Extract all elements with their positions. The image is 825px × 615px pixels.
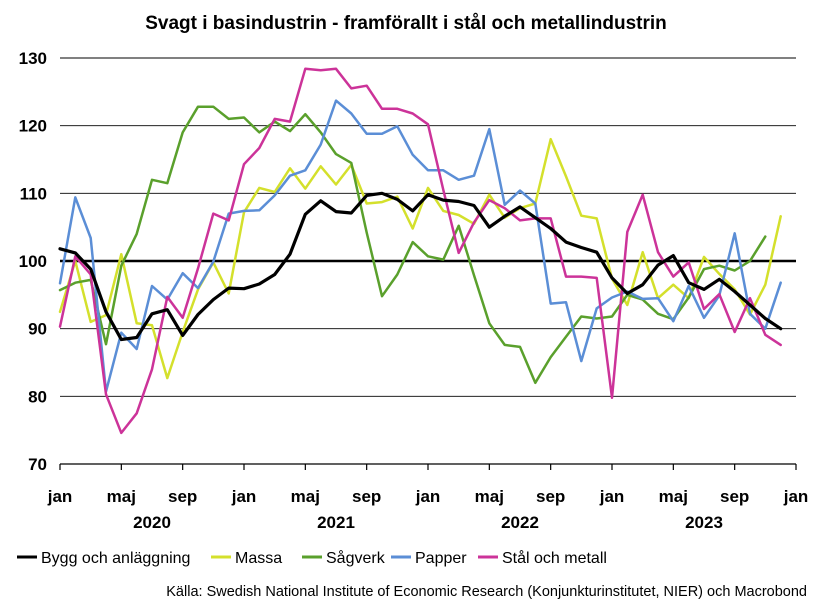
legend-label: Papper [415, 550, 467, 567]
x-tick-label: maj [659, 487, 688, 506]
y-tick-label: 70 [28, 455, 47, 474]
legend-label: Sågverk [326, 549, 386, 567]
y-tick-label: 130 [19, 49, 47, 68]
year-label: 2023 [685, 513, 723, 532]
x-tick-label: sep [352, 487, 381, 506]
series-line-4 [58, 67, 782, 435]
gridlines [60, 57, 796, 465]
x-tick-label: maj [291, 487, 320, 506]
series-lines [58, 67, 783, 435]
y-tick-label: 120 [19, 117, 47, 136]
legend-label: Bygg och anläggning [41, 550, 190, 567]
source-note: Källa: Swedish National Institute of Eco… [166, 584, 807, 600]
y-axis-ticks: 70 80 90 100 110 120 130 [19, 49, 47, 474]
y-tick-label: 100 [19, 252, 47, 271]
y-tick-label: 80 [28, 387, 47, 406]
x-tick-label: jan [783, 487, 809, 506]
legend-label: Stål och metall [502, 549, 607, 567]
y-tick-label: 110 [20, 184, 47, 203]
year-label: 2022 [501, 513, 539, 532]
series-line-1 [58, 137, 782, 380]
y-tick-label: 90 [28, 320, 47, 339]
x-tick-label: jan [231, 487, 257, 506]
series-line-3 [58, 99, 782, 393]
x-axis: jan maj sep jan maj sep jan maj sep jan maj sep jan 2… [47, 464, 809, 532]
x-tick-label: jan [599, 487, 625, 506]
series-line-2 [58, 105, 767, 385]
legend-label: Massa [235, 550, 282, 567]
x-tick-label: maj [107, 487, 136, 506]
x-tick-label: jan [415, 487, 441, 506]
x-tick-label: sep [536, 487, 565, 506]
x-tick-label: maj [475, 487, 504, 506]
chart-title: Svagt i basindustrin - framförallt i stå… [145, 13, 667, 34]
year-label: 2020 [133, 513, 171, 532]
series-line-0 [58, 191, 783, 342]
legend: Bygg och anläggning Massa Sågverk Papper Stå… [17, 549, 607, 567]
x-tick-label: sep [720, 487, 749, 506]
x-tick-label: sep [168, 487, 197, 506]
year-label: 2021 [317, 513, 355, 532]
x-tick-label: jan [47, 487, 73, 506]
